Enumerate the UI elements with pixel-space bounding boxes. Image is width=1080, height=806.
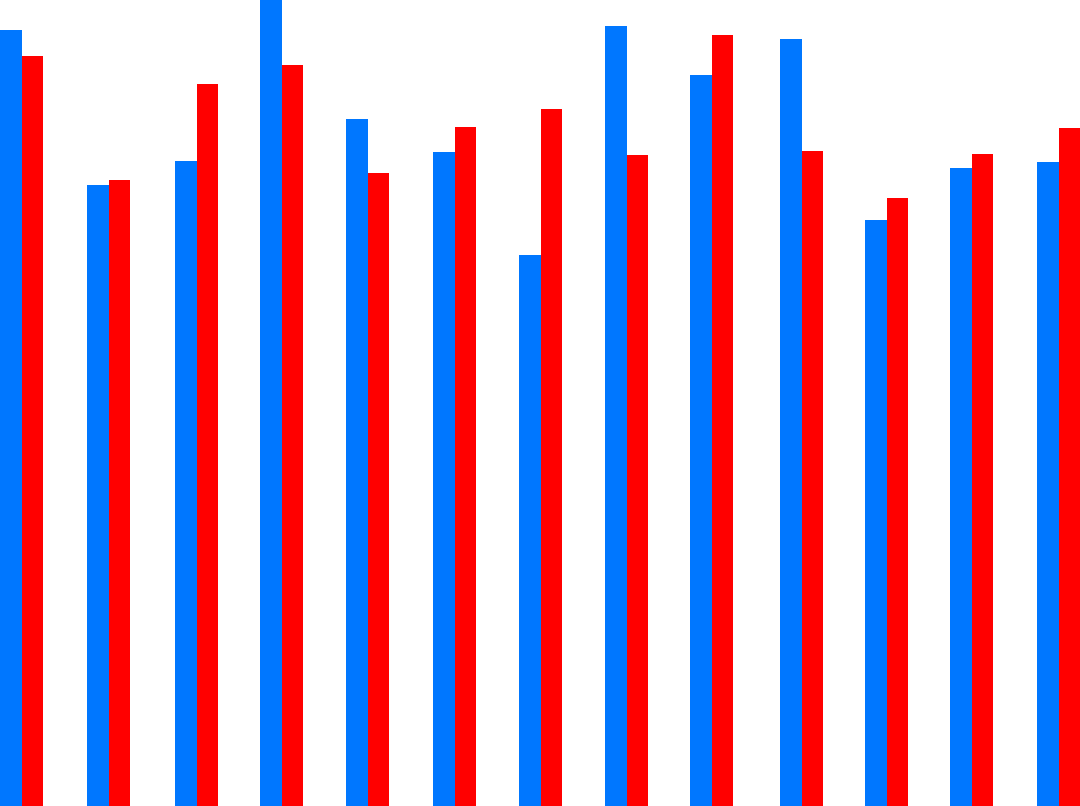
bar-series-1-group-8 <box>605 26 627 806</box>
bar-series-1-group-9 <box>690 75 712 806</box>
bar-series-2-group-4 <box>282 65 303 806</box>
bar-series-1-group-3 <box>175 161 197 806</box>
bar-series-2-group-12 <box>972 154 993 806</box>
bar-series-2-group-3 <box>197 84 218 806</box>
bar-series-2-group-11 <box>887 198 908 806</box>
bar-series-2-group-10 <box>802 151 823 806</box>
bar-series-2-group-9 <box>712 35 733 806</box>
bar-series-2-group-13 <box>1059 128 1080 806</box>
bar-series-1-group-11 <box>865 220 887 806</box>
bar-series-1-group-1 <box>0 30 22 806</box>
bar-series-1-group-10 <box>780 39 802 806</box>
bar-series-2-group-8 <box>627 155 648 806</box>
bar-series-2-group-5 <box>368 173 389 806</box>
bar-series-2-group-7 <box>541 109 562 806</box>
bar-series-2-group-1 <box>22 56 43 806</box>
bar-series-1-group-6 <box>433 152 455 806</box>
bar-series-1-group-2 <box>87 185 109 806</box>
bar-series-2-group-2 <box>109 180 130 806</box>
bar-series-1-group-13 <box>1037 162 1059 806</box>
bar-series-1-group-7 <box>519 255 541 806</box>
bar-series-1-group-5 <box>346 119 368 806</box>
bar-series-1-group-4 <box>260 0 282 806</box>
bar-series-1-group-12 <box>950 168 972 806</box>
bar-series-2-group-6 <box>455 127 476 806</box>
